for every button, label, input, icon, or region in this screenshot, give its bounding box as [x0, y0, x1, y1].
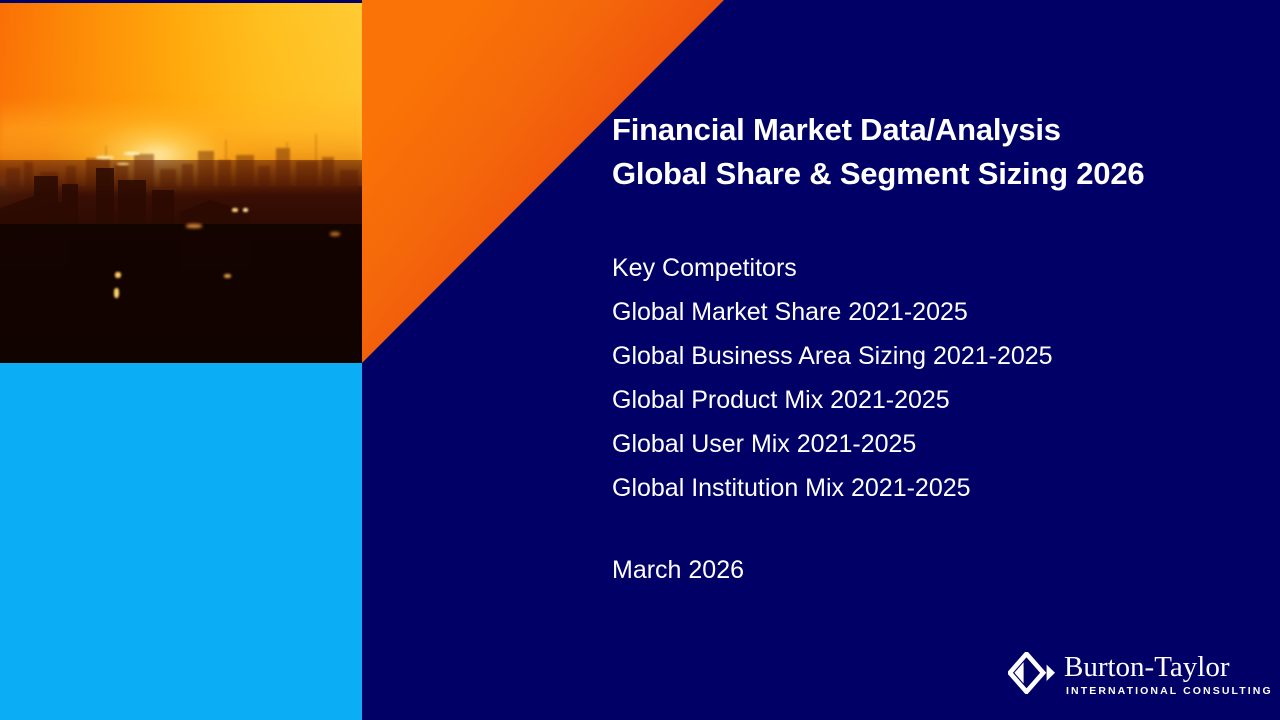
list-item: Key Competitors	[612, 254, 797, 282]
list-item: Global Institution Mix 2021-2025	[612, 474, 971, 502]
photo-light	[330, 232, 340, 236]
photo-light	[232, 208, 238, 212]
photo-city-silhouettes	[0, 168, 362, 363]
photo-light	[186, 224, 202, 228]
list-item: Global Product Mix 2021-2025	[612, 386, 950, 414]
page-title: Financial Market Data/Analysis Global Sh…	[612, 108, 1272, 196]
list-item: Global Market Share 2021-2025	[612, 298, 968, 326]
photo-light	[243, 208, 248, 212]
hero-photo-sunset-cityscape	[0, 0, 362, 363]
publication-date: March 2026	[612, 556, 745, 584]
diamond-play-mark-icon	[1008, 652, 1055, 694]
photo-light	[114, 288, 119, 298]
cyan-accent-block	[0, 363, 362, 720]
list-item: Global Business Area Sizing 2021-2025	[612, 342, 1053, 370]
company-logo: Burton-Taylor INTERNATIONAL CONSULTING	[1008, 650, 1273, 702]
title-line-2: Global Share & Segment Sizing 2026	[612, 156, 1145, 191]
left-column	[0, 0, 362, 720]
list-item: Global User Mix 2021-2025	[612, 430, 917, 458]
subject-list: Key Competitors Global Market Share 2021…	[612, 246, 1272, 510]
photo-light	[96, 156, 114, 159]
photo-top-trim	[0, 0, 362, 3]
photo-light	[117, 163, 129, 165]
logo-tagline: INTERNATIONAL CONSULTING	[1066, 685, 1273, 697]
logo-wordmark: Burton-Taylor	[1064, 651, 1230, 683]
photo-light	[124, 152, 140, 155]
photo-light	[224, 274, 231, 278]
photo-light	[115, 272, 121, 278]
title-line-1: Financial Market Data/Analysis	[612, 112, 1061, 147]
